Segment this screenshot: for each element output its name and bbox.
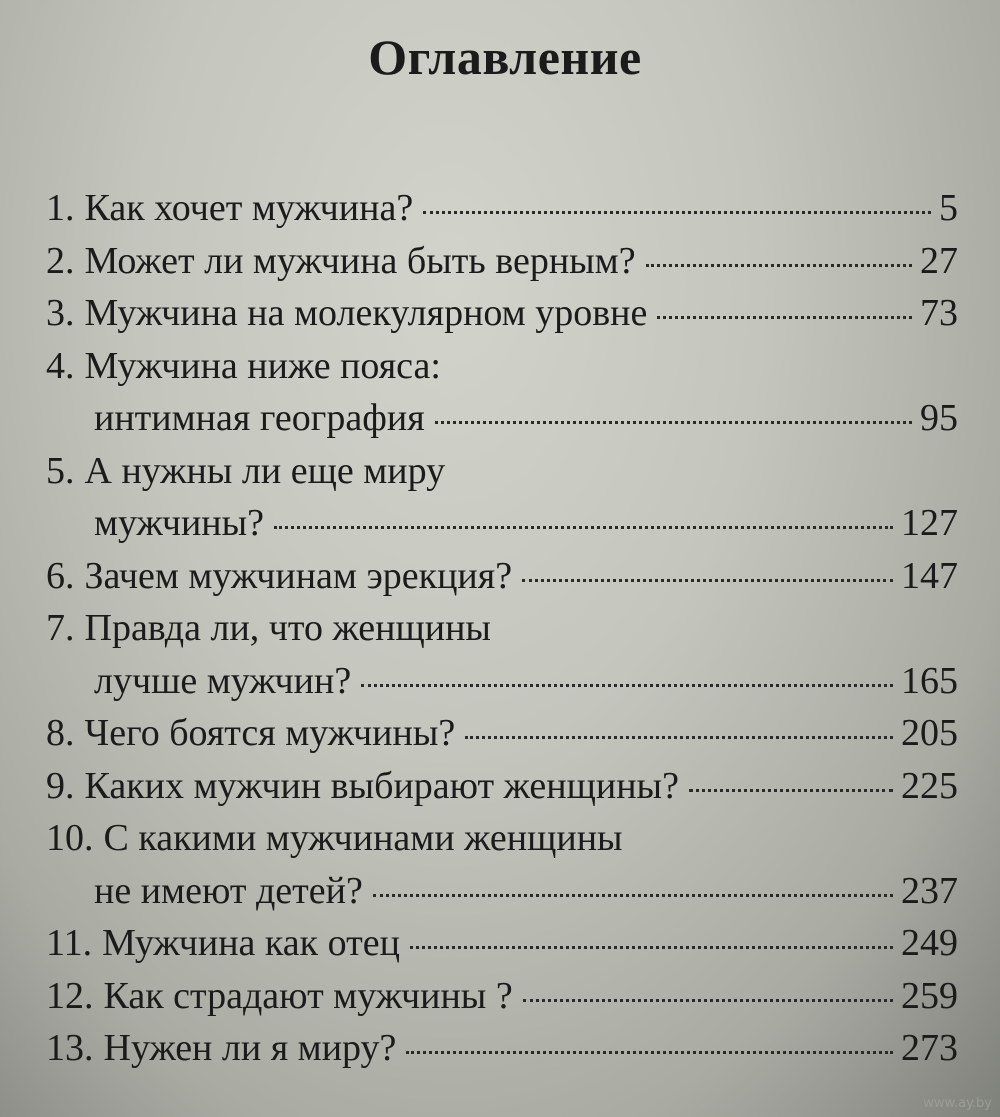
toc-line: 12. Как страдают мужчины ? 259 <box>46 970 958 1023</box>
toc-entry-number: 12. <box>46 974 94 1017</box>
toc-line: 1. Как хочет мужчина? 5 <box>46 182 958 235</box>
dot-leader <box>423 211 931 214</box>
toc-page-number: 147 <box>901 554 958 597</box>
toc-entry-title: Чего боятся мужчины? <box>84 712 456 754</box>
toc-entry-title: Мужчина на молекулярном уровне <box>84 292 648 334</box>
toc-entry-number: 9. <box>46 764 75 807</box>
toc-entry: 4. Мужчина ниже пояса: интимная география 9… <box>46 340 958 445</box>
toc-line: интимная география 95 <box>46 392 958 445</box>
dot-leader <box>522 578 893 582</box>
toc-page-number: 127 <box>901 502 958 544</box>
toc-entry: 10. С какими мужчинами женщины не имеют де… <box>46 812 958 917</box>
toc-page-number: 5 <box>939 187 958 229</box>
toc-line: 6. Зачем мужчинам эрекция? 147 <box>46 550 958 603</box>
toc-page-number: 249 <box>901 922 958 964</box>
toc-entry-title: Мужчина как отец <box>102 922 400 964</box>
toc-entry-title: Правда ли, что женщины <box>84 607 491 649</box>
page-title: Оглавление <box>368 29 642 85</box>
toc-page-number: 225 <box>901 764 958 807</box>
toc-entry: 7. Правда ли, что женщины лучше мужчин? 165 <box>46 602 958 707</box>
toc-entry-title: Мужчина ниже пояса: <box>84 344 441 387</box>
toc-entry-title: лучше мужчин? <box>94 659 352 702</box>
toc-page-number: 165 <box>901 659 958 702</box>
toc-entry-number: 7. <box>46 607 75 649</box>
dot-leader <box>406 1051 893 1054</box>
toc-entry-title: Как страдают мужчины ? <box>103 974 513 1017</box>
toc-entry-title: мужчины? <box>94 502 265 544</box>
toc-page-number: 27 <box>920 239 958 282</box>
toc-entry-number: 2. <box>46 239 75 282</box>
table-of-contents: 1. Как хочет мужчина? 5 2. Может ли мужчина … <box>46 182 958 1075</box>
toc-page-number: 259 <box>901 974 958 1017</box>
toc-entry-title: Может ли мужчина быть верным? <box>84 239 636 282</box>
dot-leader <box>372 893 893 897</box>
dot-leader <box>657 316 912 319</box>
dot-leader <box>688 788 893 792</box>
dot-leader <box>434 421 912 424</box>
toc-line: 3. Мужчина на молекулярном уровне 73 <box>46 287 958 340</box>
toc-line: 2. Может ли мужчина быть верным? 27 <box>46 235 958 288</box>
toc-entry: 12. Как страдают мужчины ? 259 <box>46 970 958 1023</box>
toc-entry-title: С какими мужчинами женщины <box>103 817 623 859</box>
toc-page-number: 73 <box>920 292 958 334</box>
toc-line: 9. Каких мужчин выбирают женщины? 225 <box>46 760 958 813</box>
toc-entry-title: интимная география <box>94 397 425 439</box>
toc-page-number: 273 <box>901 1027 958 1069</box>
toc-entry: 8. Чего боятся мужчины? 205 <box>46 707 958 760</box>
toc-page-number: 237 <box>901 869 958 912</box>
toc-entry-title: Нужен ли я миру? <box>103 1027 397 1069</box>
dot-leader <box>465 736 893 739</box>
toc-entry-number: 8. <box>46 712 75 754</box>
toc-entry-title: не имеют детей? <box>94 869 363 912</box>
toc-page-number: 205 <box>901 712 958 754</box>
toc-line: 7. Правда ли, что женщины <box>46 602 958 655</box>
toc-entry: 11. Мужчина как отец 249 <box>46 917 958 970</box>
dot-leader <box>274 526 893 529</box>
toc-line: мужчины? 127 <box>46 497 958 550</box>
dot-leader <box>645 263 912 267</box>
toc-entry-number: 1. <box>46 187 75 229</box>
toc-entry-title: Зачем мужчинам эрекция? <box>84 554 513 597</box>
dot-leader <box>361 683 893 687</box>
toc-entry: 1. Как хочет мужчина? 5 <box>46 182 958 235</box>
toc-line: 13. Нужен ли я миру? 273 <box>46 1022 958 1075</box>
toc-entry: 9. Каких мужчин выбирают женщины? 225 <box>46 760 958 813</box>
toc-line: 8. Чего боятся мужчины? 205 <box>46 707 958 760</box>
toc-line: 11. Мужчина как отец 249 <box>46 917 958 970</box>
toc-entry-number: 3. <box>46 292 75 334</box>
dot-leader <box>522 998 893 1002</box>
toc-entry-number: 6. <box>46 554 75 597</box>
toc-entry-number: 13. <box>46 1027 94 1069</box>
toc-line: не имеют детей? 237 <box>46 865 958 918</box>
toc-entry: 3. Мужчина на молекулярном уровне 73 <box>46 287 958 340</box>
toc-entry-title: Как хочет мужчина? <box>84 187 414 229</box>
toc-page-number: 95 <box>920 397 958 439</box>
toc-entry: 2. Может ли мужчина быть верным? 27 <box>46 235 958 288</box>
toc-line: лучше мужчин? 165 <box>46 655 958 708</box>
toc-line: 10. С какими мужчинами женщины <box>46 812 958 865</box>
toc-entry: 6. Зачем мужчинам эрекция? 147 <box>46 550 958 603</box>
toc-line: 4. Мужчина ниже пояса: <box>46 340 958 393</box>
toc-entry: 5. А нужны ли еще миру мужчины? 127 <box>46 445 958 550</box>
toc-entry-number: 4. <box>46 344 75 387</box>
dot-leader <box>409 946 893 949</box>
toc-entry: 13. Нужен ли я миру? 273 <box>46 1022 958 1075</box>
toc-entry-title: Каких мужчин выбирают женщины? <box>84 764 679 807</box>
toc-entry-number: 11. <box>46 922 93 964</box>
toc-entry-title: А нужны ли еще миру <box>84 449 446 492</box>
toc-entry-number: 10. <box>46 817 94 859</box>
watermark: www.ay.by <box>923 1096 992 1111</box>
toc-entry-number: 5. <box>46 449 75 492</box>
toc-line: 5. А нужны ли еще миру <box>46 445 958 498</box>
